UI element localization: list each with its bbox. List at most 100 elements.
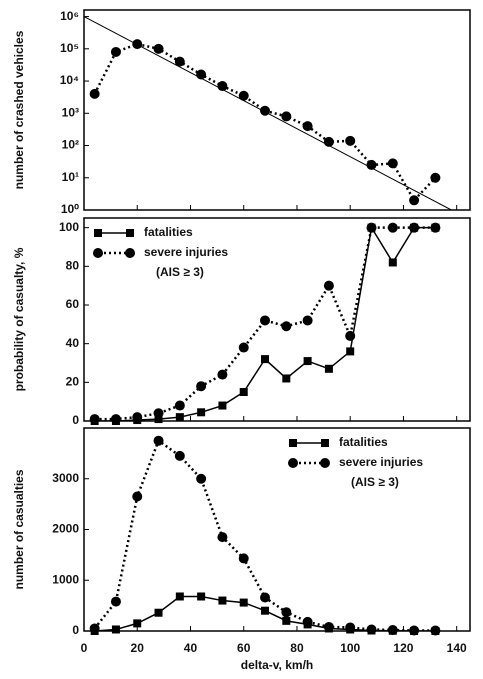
marker bbox=[94, 229, 102, 237]
marker bbox=[197, 592, 206, 601]
x-tick-label: 120 bbox=[393, 641, 413, 655]
x-axis-label: delta-v, km/h bbox=[241, 658, 313, 672]
marker bbox=[303, 357, 312, 366]
marker bbox=[366, 624, 377, 635]
marker bbox=[261, 606, 270, 615]
y-axis-label: probability of casualty, % bbox=[12, 247, 26, 391]
y-tick-label: 80 bbox=[66, 259, 80, 273]
y-axis-label: number of casualties bbox=[12, 469, 26, 589]
marker bbox=[366, 222, 377, 233]
marker bbox=[281, 111, 292, 122]
marker bbox=[281, 321, 292, 332]
y-tick-label: 3000 bbox=[52, 471, 79, 485]
legend-label: fatalities bbox=[339, 435, 388, 449]
marker bbox=[93, 248, 103, 258]
legend-label: severe injuries bbox=[144, 245, 228, 259]
marker bbox=[174, 56, 185, 67]
marker bbox=[196, 381, 207, 392]
legend-note: (AIS ≥ 3) bbox=[351, 475, 399, 489]
x-tick-label: 60 bbox=[237, 641, 251, 655]
marker bbox=[281, 607, 292, 618]
marker bbox=[89, 414, 100, 425]
marker bbox=[218, 596, 227, 605]
marker bbox=[345, 622, 356, 633]
x-tick-label: 100 bbox=[340, 641, 360, 655]
x-tick-label: 20 bbox=[131, 641, 145, 655]
marker bbox=[238, 342, 249, 353]
marker bbox=[302, 616, 313, 627]
marker bbox=[387, 222, 398, 233]
marker bbox=[260, 592, 271, 603]
marker bbox=[282, 616, 291, 625]
marker bbox=[196, 473, 207, 484]
marker bbox=[132, 412, 143, 423]
marker bbox=[430, 222, 441, 233]
marker bbox=[239, 388, 248, 396]
marker bbox=[126, 229, 134, 237]
plot-frame bbox=[83, 217, 471, 422]
y-tick-label: 10¹ bbox=[62, 170, 79, 184]
marker bbox=[260, 105, 271, 116]
y-tick-label: 10⁴ bbox=[60, 73, 79, 87]
marker bbox=[239, 598, 248, 607]
marker bbox=[261, 355, 270, 364]
marker bbox=[132, 39, 143, 50]
marker bbox=[345, 135, 356, 146]
marker bbox=[196, 69, 207, 80]
marker bbox=[133, 619, 142, 628]
marker bbox=[89, 88, 100, 99]
marker bbox=[238, 90, 249, 101]
x-tick-label: 40 bbox=[184, 641, 198, 655]
marker bbox=[320, 458, 330, 468]
marker bbox=[218, 401, 227, 410]
legend-label: fatalities bbox=[144, 225, 193, 239]
marker bbox=[154, 608, 163, 617]
marker bbox=[174, 400, 185, 411]
y-tick-label: 10³ bbox=[62, 105, 79, 119]
y-tick-label: 10⁶ bbox=[60, 9, 79, 23]
marker bbox=[321, 439, 329, 447]
plot-frame bbox=[83, 9, 471, 211]
marker bbox=[289, 439, 297, 447]
marker bbox=[288, 458, 298, 468]
marker bbox=[154, 415, 163, 424]
marker bbox=[409, 625, 420, 636]
marker bbox=[110, 596, 121, 607]
marker bbox=[238, 553, 249, 564]
x-tick-label: 80 bbox=[290, 641, 304, 655]
marker bbox=[388, 258, 397, 267]
marker bbox=[323, 136, 334, 147]
marker bbox=[197, 408, 206, 417]
marker bbox=[175, 592, 184, 601]
marker bbox=[110, 414, 121, 425]
marker bbox=[217, 532, 228, 543]
marker bbox=[302, 121, 313, 132]
y-tick-label: 100 bbox=[59, 220, 79, 234]
y-tick-label: 0 bbox=[72, 623, 79, 637]
y-tick-label: 10⁰ bbox=[61, 202, 79, 216]
y-tick-label: 10² bbox=[62, 138, 79, 152]
series-line bbox=[94, 226, 436, 421]
marker bbox=[132, 491, 143, 502]
marker bbox=[111, 625, 120, 634]
marker bbox=[302, 315, 313, 326]
marker bbox=[217, 369, 228, 380]
marker bbox=[323, 280, 334, 291]
y-tick-label: 0 bbox=[72, 413, 79, 427]
marker bbox=[110, 46, 121, 57]
marker bbox=[282, 374, 291, 383]
y-tick-label: 20 bbox=[66, 375, 80, 389]
marker bbox=[260, 315, 271, 326]
marker bbox=[387, 158, 398, 169]
legend-label: severe injuries bbox=[339, 455, 423, 469]
marker bbox=[153, 408, 164, 419]
marker bbox=[366, 159, 377, 170]
marker bbox=[89, 623, 100, 634]
marker bbox=[153, 43, 164, 54]
marker bbox=[409, 195, 420, 206]
marker bbox=[175, 413, 184, 422]
y-tick-label: 2000 bbox=[52, 522, 79, 536]
y-tick-label: 1000 bbox=[52, 572, 79, 586]
series-line bbox=[93, 42, 437, 203]
